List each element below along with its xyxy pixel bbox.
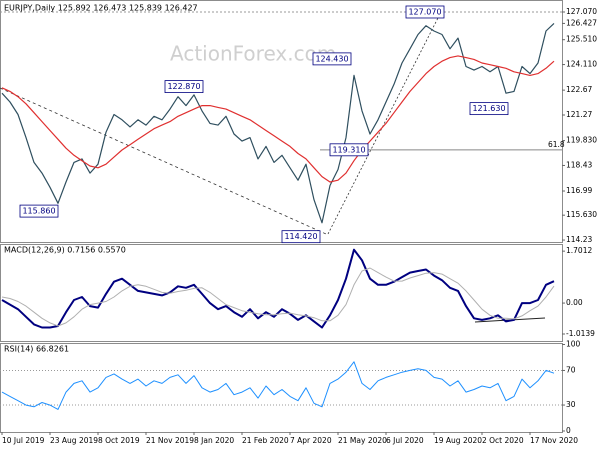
x-tick-label: 17 Nov 2020 [530, 436, 578, 445]
y-tick-label: 1.7012 [566, 246, 592, 255]
y-tick-label: 118.43 [566, 160, 592, 169]
fib-label: 61.8 [548, 140, 565, 149]
annotation-box [281, 230, 321, 244]
x-tick-label: 23 Aug 2019 [50, 436, 98, 445]
y-tick-label: 116.99 [566, 186, 592, 195]
series-line [1, 22, 555, 224]
annotation-label: 127.070 [408, 7, 441, 16]
y-tick-label: -1.0139 [566, 329, 595, 338]
x-tick-label: 8 Jan 2020 [194, 436, 234, 445]
y-tick-label: 124.110 [566, 60, 597, 69]
series-line [1, 267, 555, 327]
series-line [1, 55, 555, 183]
x-tick-label: 6 Jul 2020 [386, 436, 424, 445]
y-tick-label: 70 [566, 365, 576, 374]
annotation-box [164, 80, 204, 93]
trend-line [327, 13, 441, 235]
y-tick-label: 122.67 [566, 85, 592, 94]
panel-frames [0, 0, 563, 433]
x-tick-label: 21 May 2020 [338, 436, 387, 445]
y-tick-label: 0 [566, 426, 571, 435]
series-line [1, 248, 555, 329]
y-tick-label: 30 [566, 400, 576, 409]
macd-panel [0, 244, 563, 342]
rsi-title: RSI(14) 66.8261 [4, 345, 69, 354]
y-tick-label: 127.070 [566, 7, 597, 16]
chart-title: EURJPY,Daily 125.892 126.473 125.839 126… [4, 4, 198, 13]
y-tick-label: 125.510 [566, 35, 597, 44]
annotation-box [405, 5, 445, 19]
annotation-label: 122.870 [167, 82, 200, 91]
y-tick-label: 100 [566, 340, 581, 349]
macd-title: MACD(12,26,9) 0.7156 0.5570 [4, 246, 126, 255]
series-line [1, 361, 555, 410]
x-tick-label: 7 Apr 2020 [290, 436, 332, 445]
rsi-panel [0, 343, 563, 433]
x-tick-label: 8 Oct 2019 [98, 436, 140, 445]
x-tick-label: 19 Aug 2020 [434, 436, 482, 445]
watermark: ActionForex.com [170, 42, 336, 66]
annotation-box [312, 52, 352, 66]
annotation-label: 115.860 [22, 207, 55, 216]
y-tick-label: 121.27 [566, 110, 592, 119]
annotation-label: 121.630 [472, 104, 505, 113]
price-panel [0, 0, 563, 243]
annotation-label: 119.310 [332, 145, 365, 154]
y-tick-label: 126.427 [566, 18, 597, 27]
x-tick-label: 21 Feb 2020 [242, 436, 289, 445]
annotation-label: 114.420 [284, 232, 317, 241]
x-tick-label: 10 Jul 2019 [2, 436, 45, 445]
annotation-label: 124.430 [315, 54, 348, 63]
x-tick-label: 2 Oct 2020 [482, 436, 524, 445]
y-tick-label: 114.23 [566, 235, 592, 244]
y-tick-label: 115.630 [566, 210, 597, 219]
y-tick-label: 0.00 [566, 298, 583, 307]
annotation-box [329, 143, 369, 157]
x-tick-label: 21 Nov 2019 [146, 436, 194, 445]
y-tick-label: 119.830 [566, 136, 597, 145]
annotation-box [19, 204, 59, 218]
annotation-box [469, 102, 509, 116]
